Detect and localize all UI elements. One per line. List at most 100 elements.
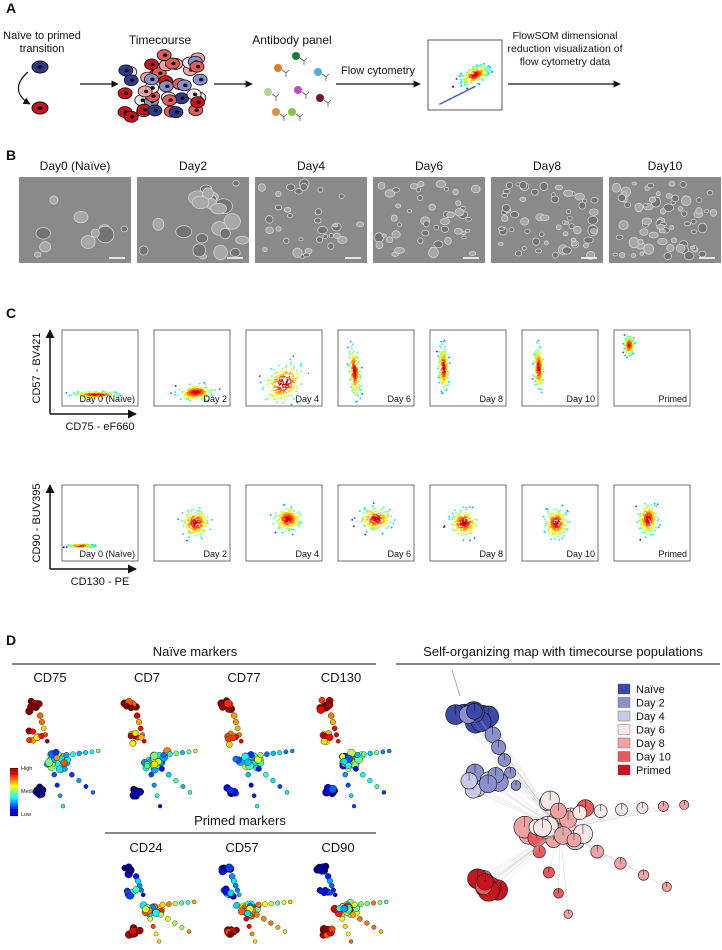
flow-event <box>444 100 446 103</box>
flow-event <box>441 353 444 356</box>
flow-event <box>282 383 285 386</box>
flow-event <box>277 525 280 528</box>
flow-event <box>564 511 567 514</box>
flow-event <box>190 392 193 395</box>
flow-event <box>189 520 192 523</box>
flow-event <box>278 523 280 526</box>
flow-event <box>542 515 545 518</box>
flow-event <box>355 391 358 394</box>
som-node <box>320 737 328 745</box>
antibody <box>264 88 272 96</box>
nucleus <box>192 92 198 97</box>
flow-event <box>348 371 351 374</box>
som-node <box>186 929 192 934</box>
flow-event <box>548 531 551 534</box>
som-node <box>54 782 60 788</box>
flow-event <box>288 376 291 379</box>
som-node <box>147 916 153 922</box>
flow-event <box>638 519 641 522</box>
antibody-arm <box>323 99 332 107</box>
flow-event <box>642 531 645 534</box>
cell-outline <box>446 211 455 219</box>
flow-event <box>453 96 456 98</box>
flow-event <box>471 523 474 526</box>
cell-outline <box>531 188 539 196</box>
cell-outline <box>299 183 308 191</box>
flow-event <box>454 520 457 523</box>
flow-event <box>293 381 295 384</box>
som-node <box>357 916 363 922</box>
cell-outline <box>618 220 629 230</box>
flow-event <box>443 359 446 362</box>
flow-event <box>463 74 466 77</box>
flow-event <box>278 379 281 382</box>
flow-event <box>387 525 390 528</box>
som-node <box>126 892 135 900</box>
flow-event <box>184 392 187 395</box>
flow-event <box>540 363 543 366</box>
color-scale <box>10 805 18 807</box>
flow-event <box>367 510 369 513</box>
flow-event <box>623 334 626 336</box>
flow-event <box>474 525 477 527</box>
flow-event <box>624 354 627 357</box>
som-node <box>358 901 364 907</box>
flow-event <box>202 389 205 392</box>
som-node <box>254 804 260 809</box>
flow-event <box>193 391 196 393</box>
flow-event <box>214 389 216 392</box>
flow-event <box>447 373 450 376</box>
flow-event <box>188 526 191 529</box>
flow-event <box>190 390 193 393</box>
cell-outline <box>660 208 666 215</box>
flow-event <box>445 359 448 362</box>
cell-outline <box>562 231 569 237</box>
cell-outline <box>683 251 695 261</box>
som-node <box>193 748 198 754</box>
flow-event <box>348 353 351 356</box>
flow-event <box>446 99 449 102</box>
cell-outline <box>192 243 206 258</box>
flow-event <box>288 517 291 520</box>
flow-event <box>187 524 190 527</box>
flow-event <box>359 377 362 380</box>
flow-event <box>354 366 357 368</box>
flow-event <box>551 516 554 519</box>
flow-event <box>650 516 653 519</box>
cell-outline <box>298 237 304 242</box>
flow-event <box>89 394 92 396</box>
flow-event <box>464 76 467 79</box>
cell-outline <box>283 237 290 244</box>
cell-outline <box>322 234 328 240</box>
flow-event <box>210 388 213 391</box>
flow-event <box>568 520 571 523</box>
flow-event <box>83 396 86 399</box>
flow-event <box>352 386 355 389</box>
flow-event <box>445 389 447 392</box>
flow-event <box>187 391 190 394</box>
cell-outline <box>213 244 228 261</box>
flow-event <box>280 517 283 520</box>
flow-event <box>538 375 541 377</box>
flow-event <box>469 524 472 527</box>
flow-event <box>555 517 558 520</box>
flow-event <box>645 521 647 524</box>
flow-event <box>463 91 465 93</box>
flow-event <box>204 383 207 385</box>
som-node <box>233 901 241 909</box>
flow-event <box>289 378 291 381</box>
flow-event <box>385 519 388 522</box>
flow-event <box>182 533 185 535</box>
flow-event <box>356 393 359 396</box>
cell-outline <box>681 195 692 206</box>
flow-event <box>203 517 206 520</box>
flow-event <box>371 513 373 515</box>
flow-event <box>451 512 454 515</box>
flow-event <box>440 364 442 366</box>
som-node <box>268 920 274 926</box>
cell-outline <box>697 222 708 234</box>
nucleus <box>143 89 149 94</box>
flow-event <box>357 395 360 397</box>
flow-event <box>484 69 487 72</box>
flow-event <box>210 394 213 396</box>
